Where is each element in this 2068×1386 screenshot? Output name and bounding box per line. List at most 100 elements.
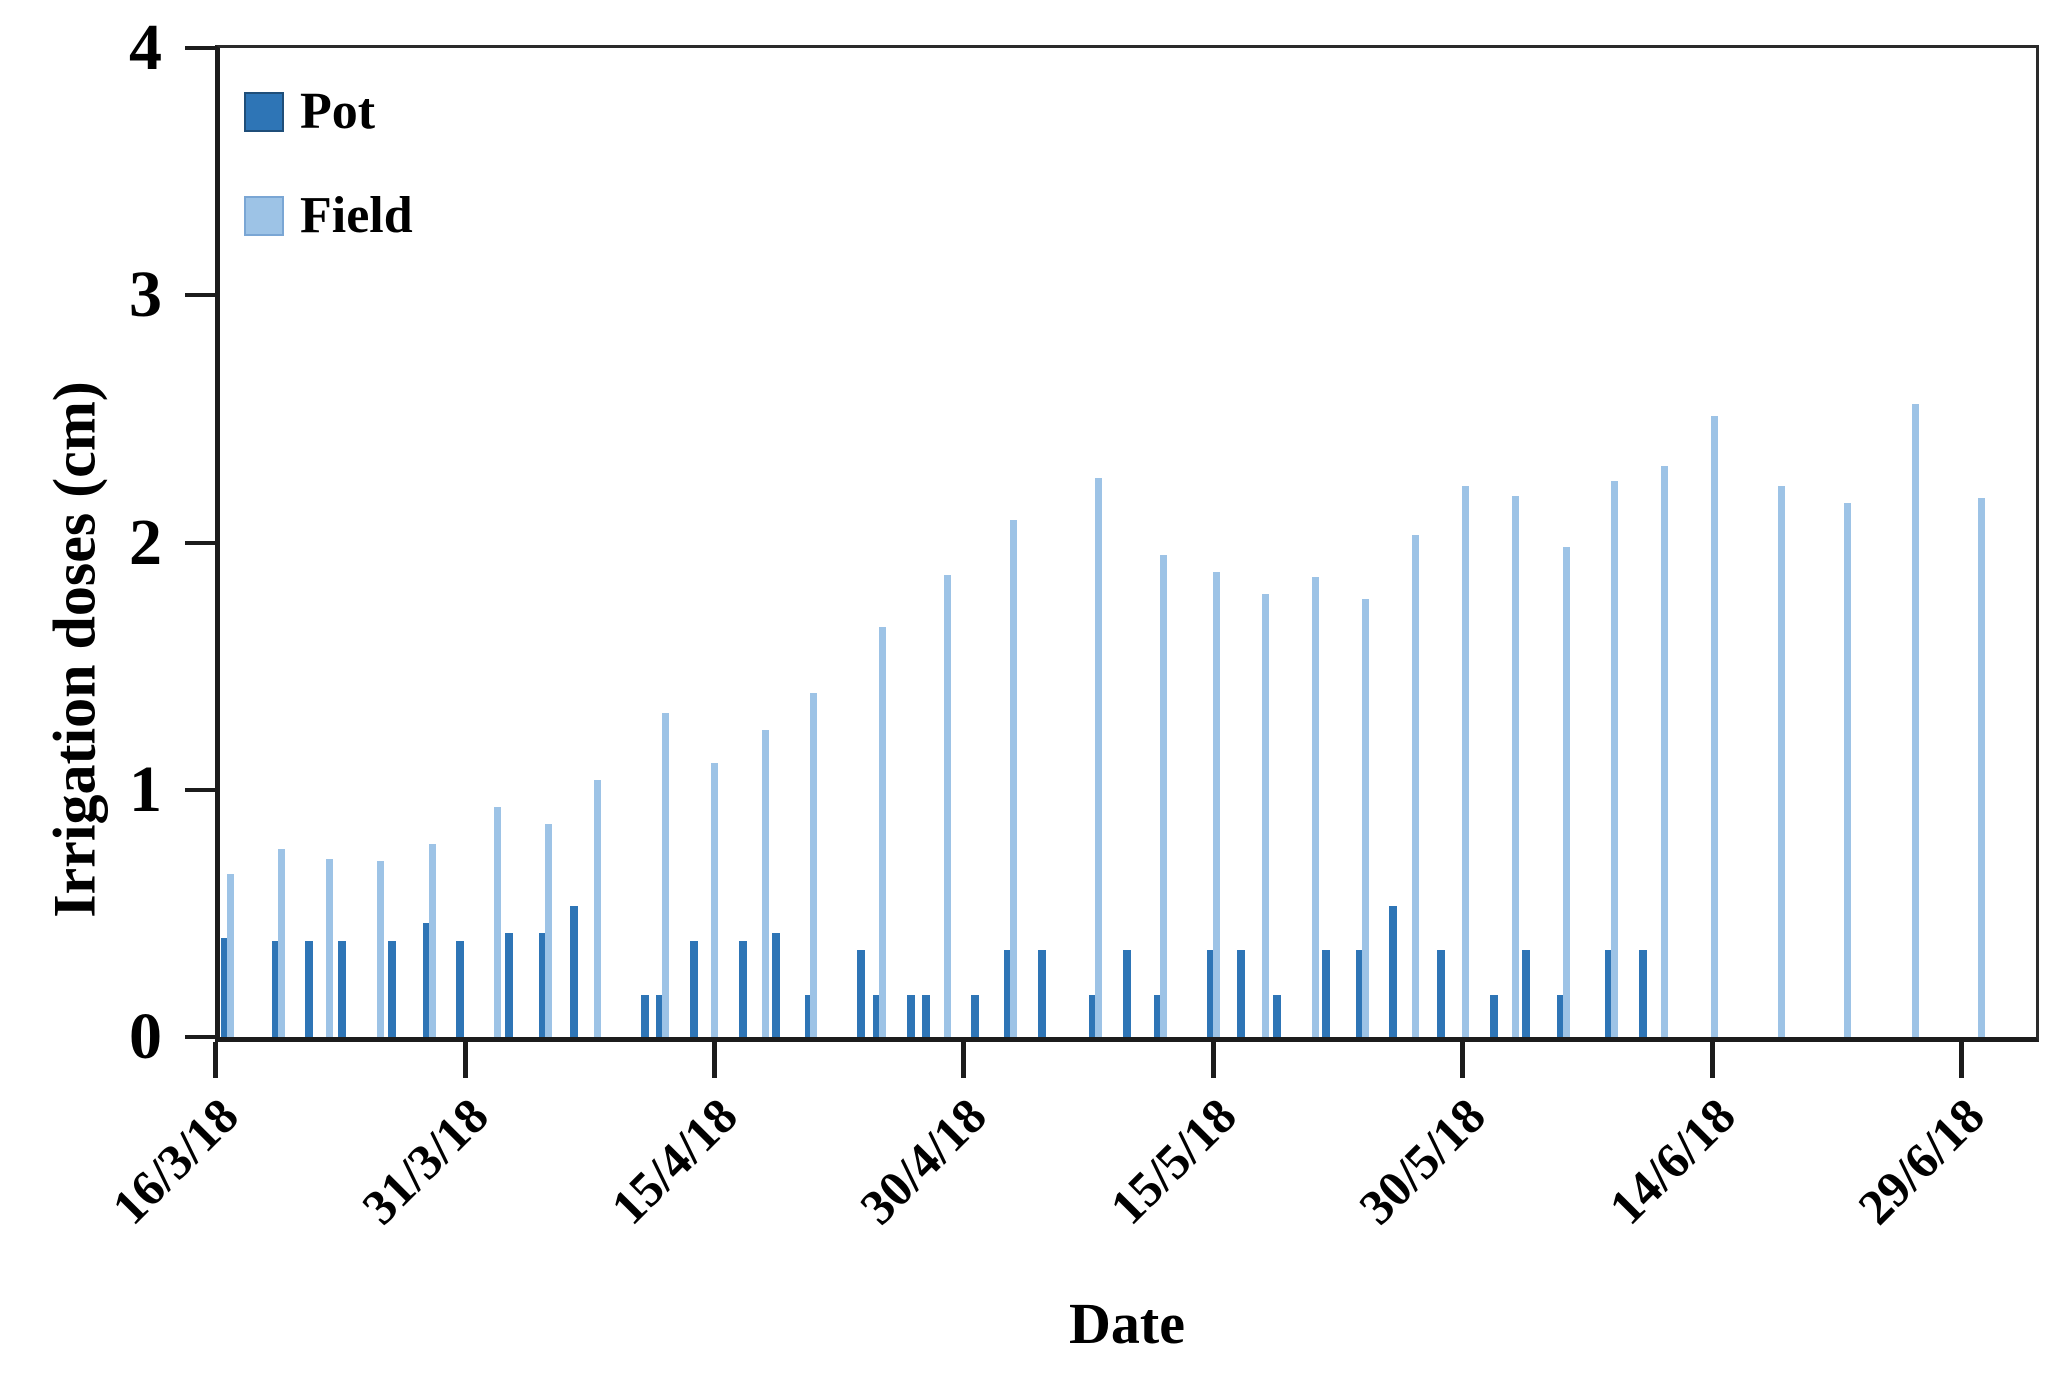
- y-tick-mark: [185, 293, 215, 298]
- y-tick-mark: [185, 540, 215, 545]
- bar-pot: [907, 995, 915, 1037]
- bar-field: [377, 861, 384, 1037]
- x-tick-mark: [1709, 1042, 1715, 1078]
- bar-field: [429, 844, 436, 1037]
- bar-field: [227, 874, 234, 1037]
- bar-pot: [1437, 950, 1445, 1037]
- bar-pot: [772, 933, 780, 1037]
- bar-pot: [656, 995, 664, 1037]
- bar-pot: [338, 941, 346, 1037]
- bar-pot: [1207, 950, 1215, 1037]
- bar-field: [1512, 496, 1519, 1037]
- bar-field: [494, 807, 501, 1037]
- legend-item-pot: Pot: [244, 86, 413, 138]
- bar-field: [1362, 599, 1369, 1037]
- bar-pot: [423, 923, 431, 1037]
- legend-label-pot: Pot: [300, 83, 376, 140]
- x-tick-mark: [213, 1042, 218, 1078]
- legend-item-field: Field: [244, 190, 413, 242]
- x-tick-label: 30/4/18: [849, 1087, 998, 1235]
- bar-pot: [570, 906, 578, 1037]
- bar-pot: [1356, 950, 1364, 1037]
- x-tick-label: 15/4/18: [600, 1087, 748, 1235]
- bar-field: [1611, 481, 1618, 1037]
- bar-field: [1095, 478, 1102, 1037]
- x-axis-title: Date: [1069, 1291, 1185, 1356]
- bar-pot: [272, 941, 280, 1037]
- x-tick-label: 14/6/18: [1597, 1087, 1746, 1235]
- bar-pot: [221, 938, 229, 1037]
- bar-field: [762, 730, 769, 1037]
- bar-pot: [1605, 950, 1613, 1037]
- bar-pot: [456, 941, 464, 1037]
- bar-field: [594, 780, 601, 1037]
- bar-pot: [1004, 950, 1012, 1037]
- bar-pot: [1123, 950, 1131, 1037]
- bar-field: [810, 693, 817, 1037]
- bar-pot: [922, 995, 930, 1037]
- bar-pot: [1522, 950, 1530, 1037]
- bar-field: [326, 859, 333, 1037]
- bar-field: [662, 713, 669, 1037]
- bar-field: [1160, 555, 1167, 1037]
- x-tick-label: 15/5/18: [1099, 1087, 1247, 1235]
- legend-label-field: Field: [300, 187, 413, 244]
- bar-pot: [505, 933, 513, 1037]
- bar-pot: [1557, 995, 1565, 1037]
- field-series-swatch-icon: [244, 196, 284, 236]
- bar-field: [1711, 416, 1718, 1037]
- bar-pot: [1322, 950, 1330, 1037]
- y-tick-label: 1: [129, 752, 162, 826]
- y-tick-mark: [185, 787, 215, 792]
- bar-pot: [873, 995, 881, 1037]
- y-tick-label: 3: [129, 258, 162, 332]
- x-tick-label: 30/5/18: [1348, 1087, 1497, 1235]
- bar-field: [1978, 498, 1985, 1037]
- x-tick-mark: [1460, 1042, 1466, 1078]
- bar-field: [1778, 486, 1785, 1037]
- bar-field: [545, 824, 552, 1037]
- bar-pot: [1237, 950, 1245, 1037]
- x-tick-label: 31/3/18: [350, 1087, 499, 1235]
- bar-field: [1462, 486, 1469, 1037]
- bar-pot: [857, 950, 865, 1037]
- pot-series-swatch-icon: [244, 92, 284, 132]
- bar-pot: [971, 995, 979, 1037]
- y-tick-mark: [185, 1035, 215, 1039]
- bar-pot: [1154, 995, 1162, 1037]
- bar-pot: [1089, 995, 1097, 1037]
- bar-field: [879, 627, 886, 1037]
- bar-field: [1661, 466, 1668, 1037]
- bar-field: [1844, 503, 1851, 1037]
- bar-field: [1312, 577, 1319, 1037]
- x-tick-label: 16/3/18: [101, 1087, 249, 1235]
- bar-pot: [1038, 950, 1046, 1037]
- bar-field: [1213, 572, 1220, 1037]
- bar-field: [1412, 535, 1419, 1037]
- bar-pot: [1490, 995, 1498, 1037]
- x-tick-mark: [1210, 1042, 1216, 1078]
- y-tick-label: 0: [129, 1000, 162, 1073]
- x-tick-mark: [961, 1042, 967, 1078]
- x-tick-label: 29/6/18: [1847, 1087, 1996, 1235]
- bar-pot: [739, 941, 747, 1037]
- bar-pot: [305, 941, 313, 1037]
- bar-field: [711, 763, 718, 1037]
- bar-field: [1912, 404, 1919, 1037]
- bar-pot: [805, 995, 813, 1037]
- y-axis-title: Irrigation doses (cm): [41, 381, 108, 918]
- bar-pot: [690, 941, 698, 1037]
- bar-pot: [388, 941, 396, 1037]
- bar-pot: [1389, 906, 1397, 1037]
- x-tick-mark: [462, 1042, 468, 1078]
- x-tick-mark: [711, 1042, 717, 1078]
- bar-field: [944, 575, 951, 1037]
- bar-field: [1010, 520, 1017, 1037]
- bar-pot: [539, 933, 547, 1037]
- y-tick-label: 2: [129, 505, 162, 579]
- y-tick-mark: [185, 46, 215, 50]
- bar-field: [1563, 547, 1570, 1037]
- plot-area: Pot Field: [215, 45, 2039, 1042]
- bar-pot: [1639, 950, 1647, 1037]
